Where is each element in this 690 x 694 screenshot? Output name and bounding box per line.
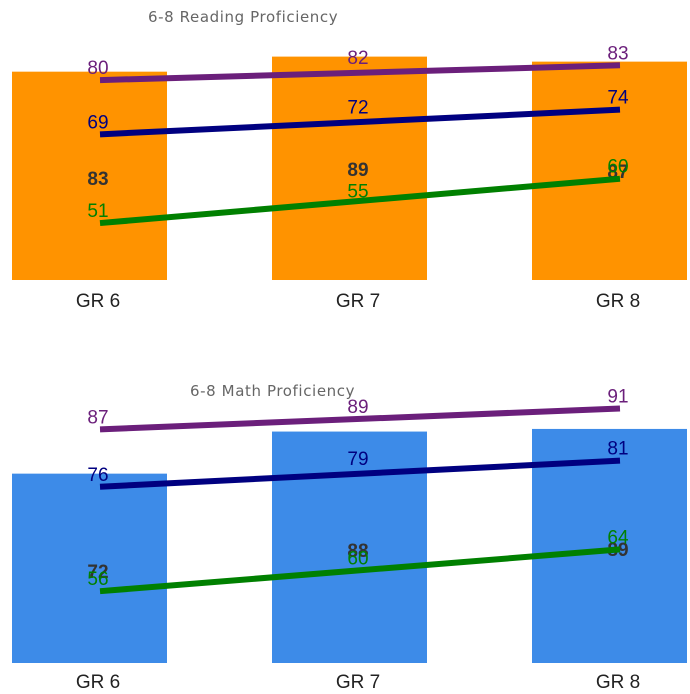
category-label: GR 8: [596, 672, 640, 693]
series-line: [99, 405, 621, 433]
chart-title: 6-8 Reading Proficiency: [148, 8, 338, 26]
bar: [532, 61, 687, 280]
bar: [12, 473, 167, 663]
series-point-label: 69: [87, 112, 108, 133]
series-point-label: 64: [607, 527, 629, 548]
series-line-group: 69 72 74: [87, 88, 629, 138]
series-point-label: 55: [347, 181, 368, 202]
series-point-label: 81: [607, 439, 628, 460]
series-point-label: 83: [607, 43, 628, 64]
category-label: GR 7: [336, 672, 380, 693]
bar: [12, 71, 167, 280]
bar: [532, 428, 687, 663]
series-line: [99, 62, 621, 84]
series-point-label: 80: [87, 58, 108, 79]
bar-value-label: 88: [347, 541, 368, 562]
series-line-group: 80 82 83: [87, 43, 629, 84]
series-line: [99, 457, 621, 490]
series-point-label: 82: [347, 48, 368, 69]
series-point-label: 79: [347, 449, 368, 470]
bar-value-label: 89: [347, 160, 368, 181]
bar-value-label: 83: [87, 169, 108, 190]
chart-title: 6-8 Math Proficiency: [190, 382, 355, 400]
series-line-group: 87 89 91: [87, 386, 629, 433]
math-proficiency-chart: 6-8 Math Proficiency 72 GR 6 88 GR 7 89 GR 8 8…: [12, 382, 687, 693]
category-label: GR 6: [76, 672, 120, 693]
series-point-label: 87: [87, 407, 108, 428]
series-line-group: 51 55 60: [87, 157, 629, 227]
category-label: GR 7: [336, 291, 380, 312]
series-line: [99, 546, 621, 595]
series-point-label: 74: [607, 88, 629, 109]
bar: [272, 56, 427, 280]
series-point-label: 76: [87, 465, 108, 486]
series-line: [99, 106, 621, 138]
series-line-group: 56 60 64: [87, 527, 629, 595]
series-line: [99, 175, 621, 227]
series-point-label: 60: [607, 157, 628, 178]
series-point-label: 89: [347, 397, 368, 418]
bar-value-label: 72: [87, 562, 108, 583]
series-point-label: 72: [347, 98, 368, 119]
series-point-label: 51: [87, 201, 108, 222]
series-point-label: 91: [607, 386, 628, 407]
category-label: GR 6: [76, 291, 120, 312]
category-label: GR 8: [596, 291, 640, 312]
series-point-label: 60: [347, 548, 368, 569]
series-line-group: 76 79 81: [87, 439, 629, 490]
series-point-label: 56: [87, 569, 108, 590]
